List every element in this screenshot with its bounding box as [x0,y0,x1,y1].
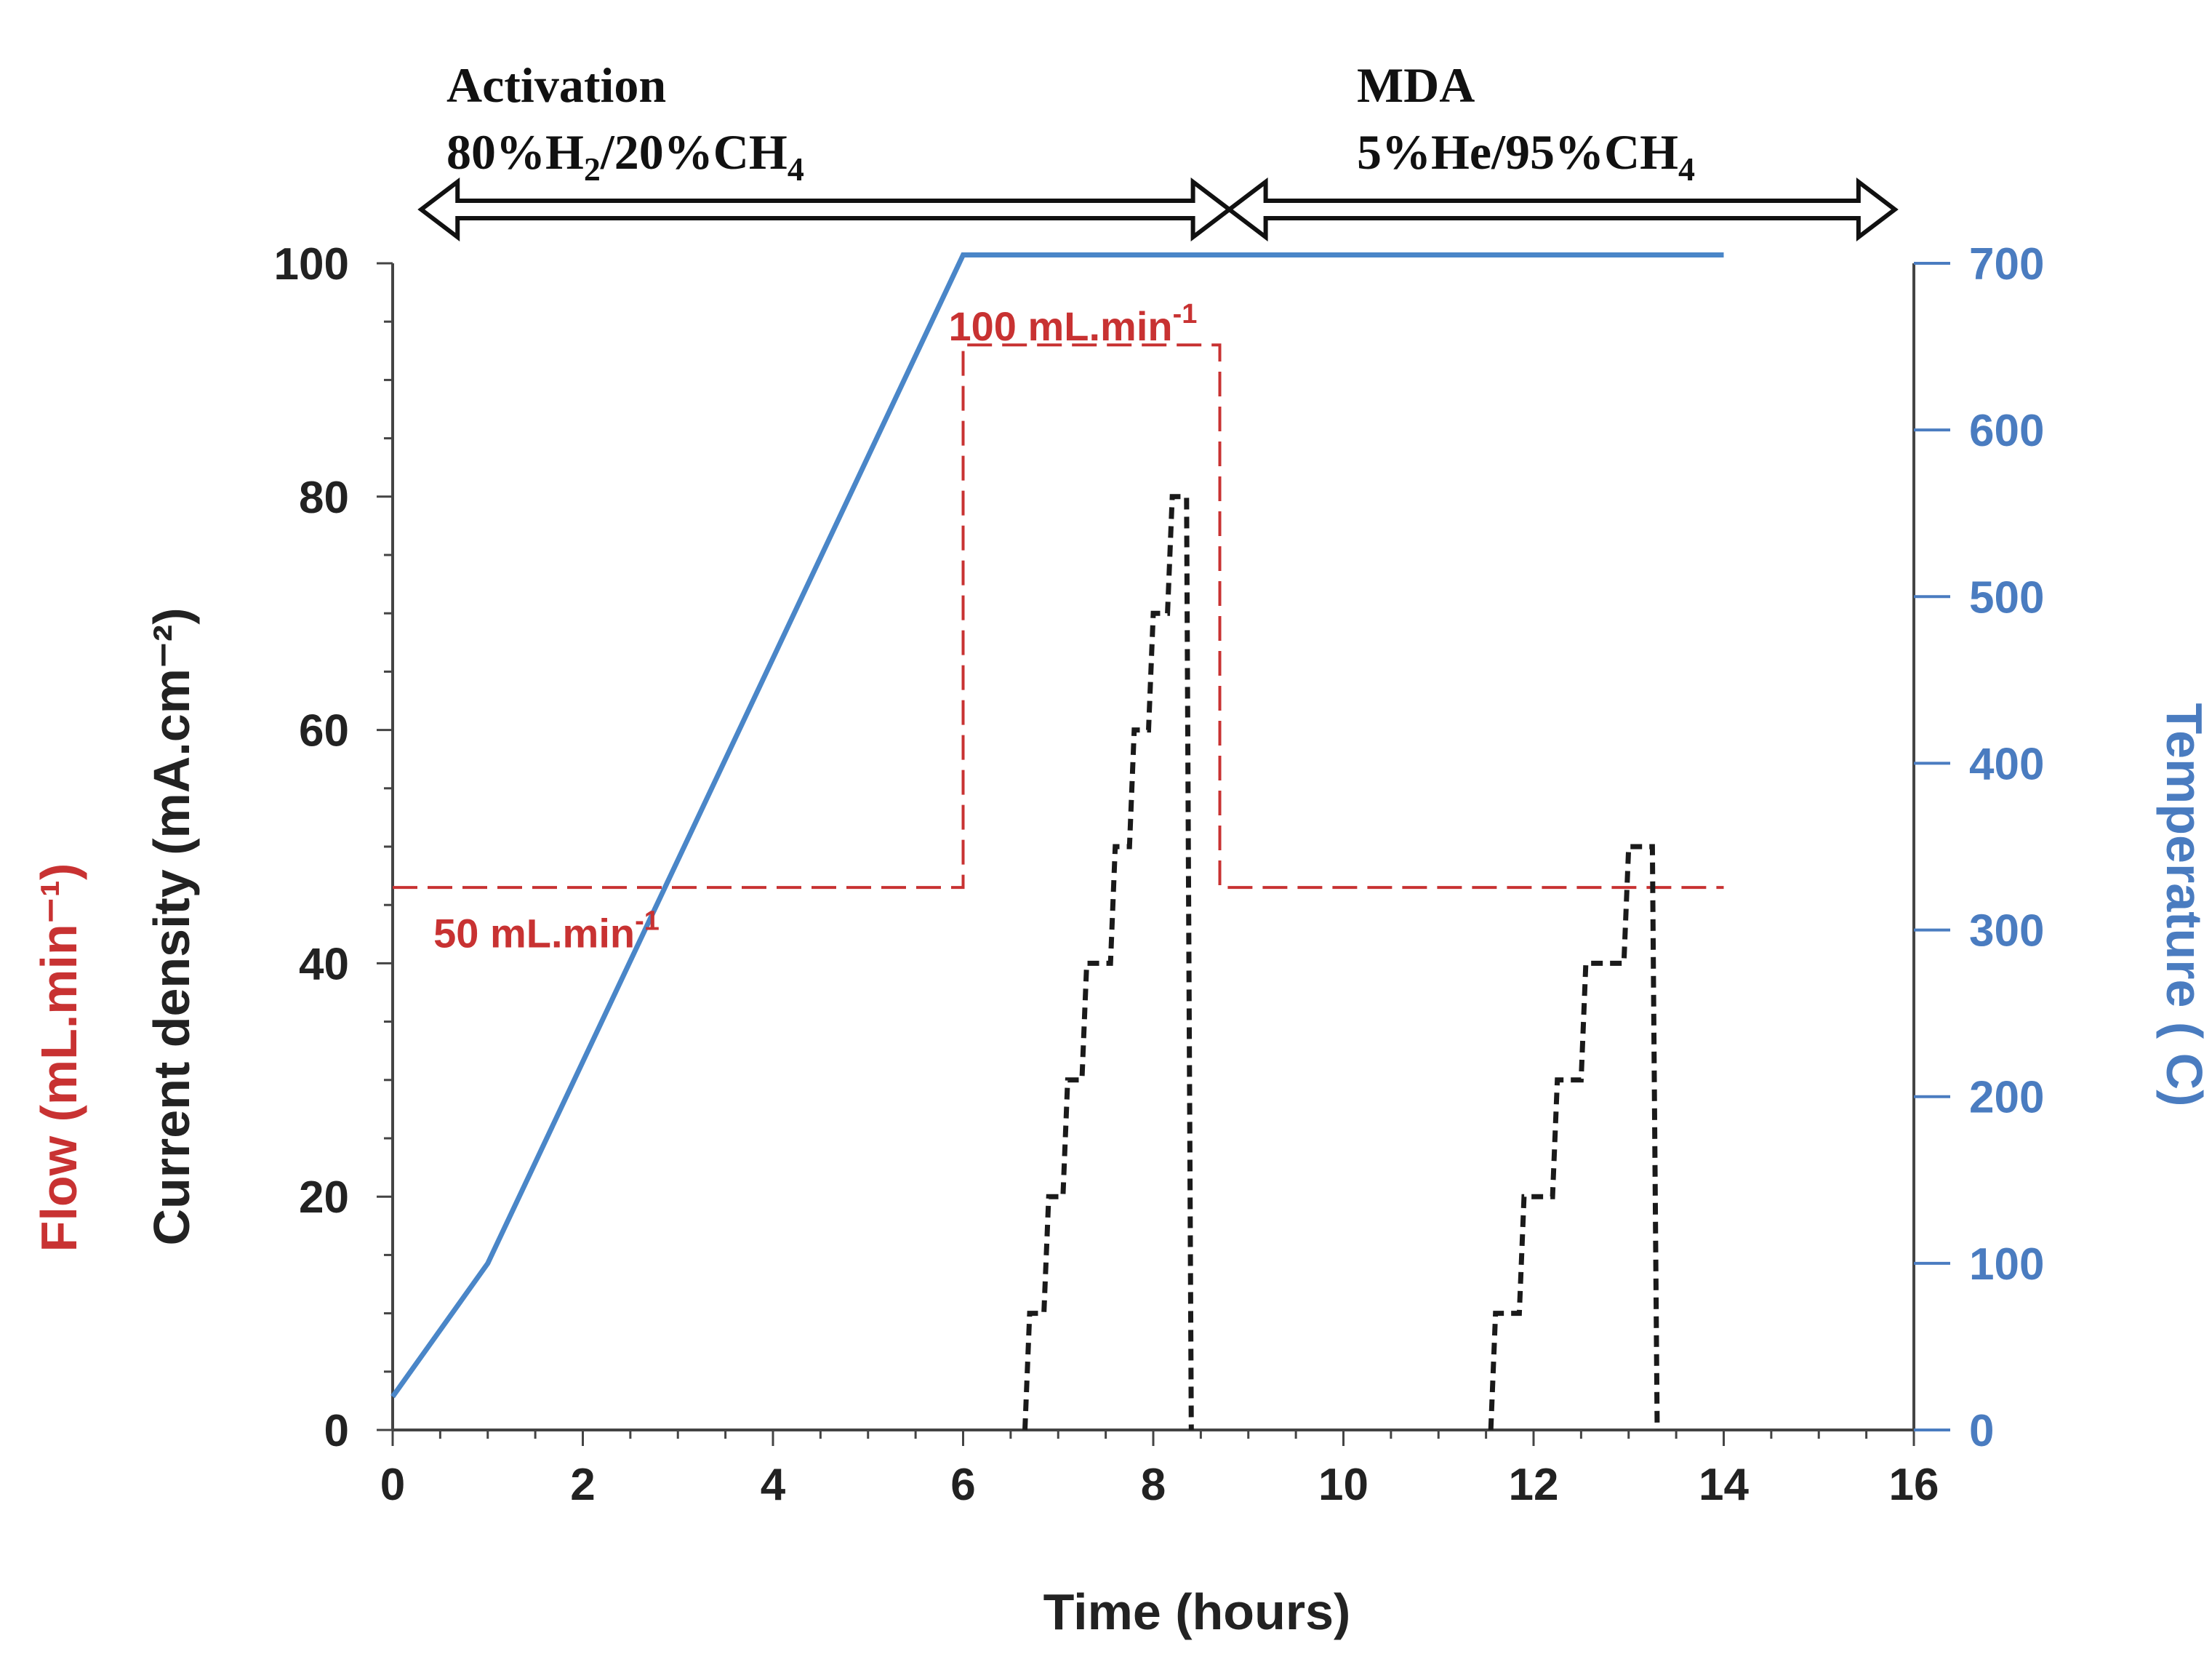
x-axis-title: Time (hours) [1043,1583,1351,1640]
series-layer [390,252,1724,1431]
phase-name-activation: Activation [446,57,666,113]
series-current-density-run-1 [1022,494,1194,1431]
phase-gas-part: 4 [788,151,804,188]
phase-gas-activation: 80%H2/20%CH4 [446,124,804,188]
series-temperature [390,252,1724,1399]
phase-gas-part: 4 [1678,151,1695,188]
flow-annotation-superscript: -1 [635,906,660,936]
y-right-tick-label: 0 [1969,1406,1994,1456]
y-left-tick-label: 20 [299,1172,349,1223]
flow-annotation: 50 mL.min-1 [433,906,660,956]
phase-arrow-activation [417,177,1233,242]
phase-gas-part: 5%He/95%CH [1357,124,1678,180]
y-right-tick-label: 700 [1969,239,2044,289]
axes-layer: 0 2 4 6 8 10 12 14 16 0 20 40 60 80 100 0 100 200 300 400 50… [274,239,2045,1510]
y-axis-flow-title: Flow (mL.min⁻¹) [31,863,87,1252]
y-left-tick-label: 0 [324,1406,349,1456]
y-right-tick-label: 400 [1969,739,2044,789]
plot-frame [391,263,1915,1431]
phase-gas-part: 80%H [446,124,584,180]
x-tick-label: 16 [1889,1460,1939,1510]
series-flow [393,343,1724,890]
y-axis-left-title: Current density (mA.cm⁻²) [143,607,200,1245]
phase-gas-mda: 5%He/95%CH4 [1357,124,1695,188]
phase-arrow-mda [1225,177,1899,242]
y-left-tick-label: 40 [299,939,349,989]
x-tick-label: 6 [950,1460,975,1510]
flow-annotation-text: 50 mL.min [433,910,635,956]
x-tick-label: 8 [1141,1460,1166,1510]
y-right-tick-label: 100 [1969,1239,2044,1290]
y-axis-right-title: Temperature ( C) [2156,703,2212,1107]
series-current-density-run-2 [1488,844,1660,1431]
x-tick-label: 2 [570,1460,595,1510]
flow-annotation-text: 100 mL.min [949,303,1173,349]
x-tick-label: 0 [380,1460,405,1510]
x-tick-label: 10 [1318,1460,1369,1510]
x-tick-label: 4 [761,1460,786,1510]
y-left-tick-label: 100 [274,239,349,289]
flow-annotation: 100 mL.min-1 [949,299,1198,349]
phase-name-mda: MDA [1357,57,1475,113]
x-tick-label: 14 [1699,1460,1749,1510]
phase-gas-part: 2 [584,151,601,188]
y-right-tick-label: 500 [1969,572,2044,623]
flow-annotation-superscript: -1 [1173,299,1198,329]
x-tick-label: 12 [1509,1460,1559,1510]
y-right-tick-label: 300 [1969,906,2044,956]
y-left-tick-label: 60 [299,706,349,756]
y-right-tick-label: 200 [1969,1073,2044,1123]
phase-gas-part: /20%CH [600,124,788,180]
y-left-tick-label: 80 [299,473,349,523]
y-right-tick-label: 600 [1969,406,2044,456]
